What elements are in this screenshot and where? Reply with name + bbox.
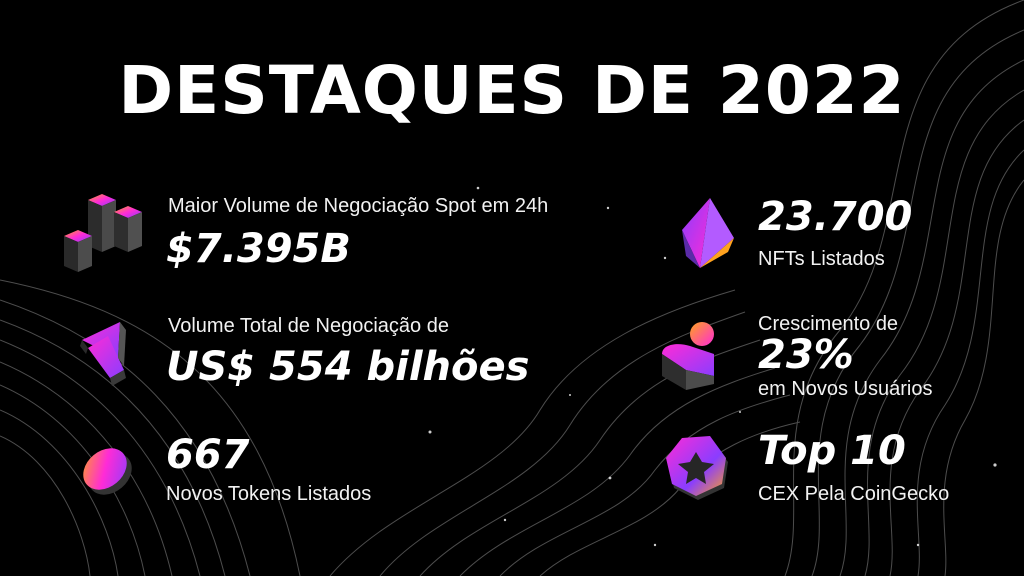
- page-title: DESTAQUES DE 2022: [118, 52, 906, 129]
- ranking-value: Top 10: [758, 428, 906, 474]
- badge-icon: [666, 436, 728, 500]
- ranking-label: CEX Pela CoinGecko: [758, 483, 950, 505]
- users-value: 23%: [758, 332, 854, 378]
- diamond-icon: [682, 198, 734, 268]
- tokens-label: Novos Tokens Listados: [166, 483, 372, 505]
- cubes-icon: [64, 194, 142, 272]
- nfts-label: NFTs Listados: [758, 248, 885, 270]
- spot-volume-value: $7.395B: [166, 226, 351, 272]
- coin-icon: [83, 448, 132, 495]
- nfts-value: 23.700: [758, 194, 913, 240]
- tokens-value: 667: [166, 432, 250, 478]
- spot-volume-label: Maior Volume de Negociação Spot em 24h: [168, 195, 549, 217]
- total-volume-label: Volume Total de Negociação de: [168, 315, 449, 337]
- total-volume-value: US$ 554 bilhões: [166, 344, 530, 390]
- arrow-up-icon: [80, 322, 126, 386]
- users-label-top: Crescimento de: [758, 313, 899, 335]
- users-label-bottom: em Novos Usuários: [758, 378, 933, 400]
- user-icon: [662, 322, 714, 390]
